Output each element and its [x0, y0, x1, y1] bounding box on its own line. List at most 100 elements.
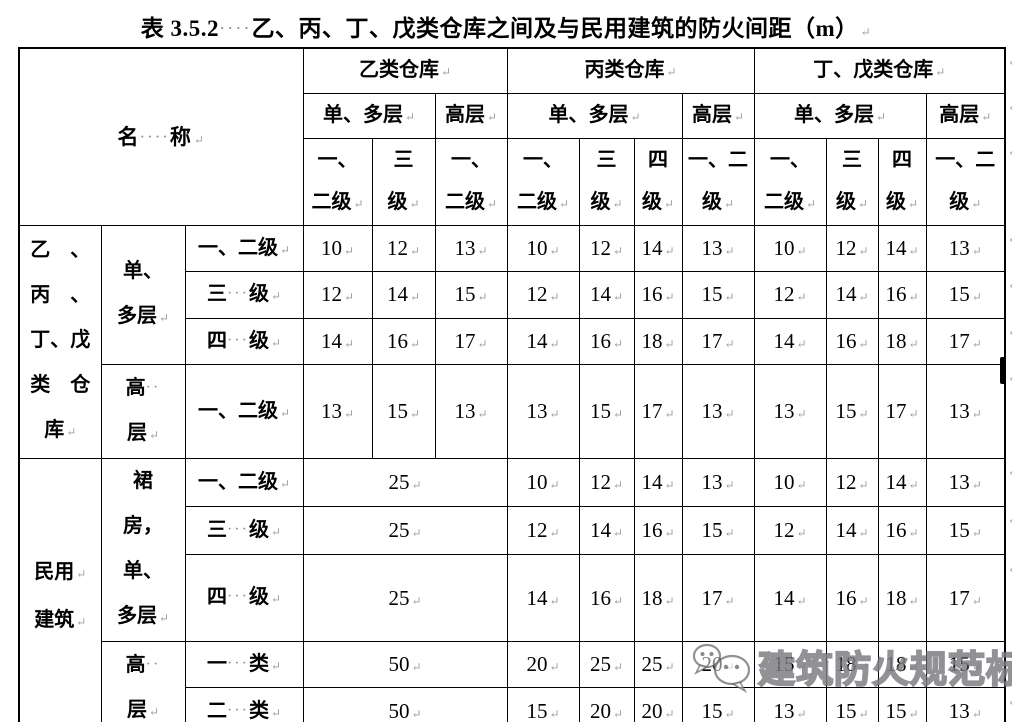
paragraph-mark-icon: ↵ — [477, 243, 488, 258]
paragraph-mark-icon: ↵ — [549, 707, 560, 722]
value-cell: 15 ↵ — [506, 687, 580, 722]
paragraph-mark-icon: ↵ — [279, 405, 291, 420]
merged-value-cell: 50 ↵ — [302, 687, 508, 722]
value-cell: 20 ↵ — [578, 687, 635, 722]
paragraph-mark-icon: ↵ — [981, 110, 992, 124]
paragraph-mark-icon: ↵ — [409, 290, 421, 305]
paragraph-mark-icon: ↵ — [971, 593, 982, 608]
value-cell: 16 ↵ — [877, 270, 927, 319]
paragraph-mark-icon: ↵ — [971, 526, 982, 541]
fire-resistance-grade-header: 一、二级↵ — [753, 137, 827, 226]
paragraph-mark-icon: ↵ — [486, 110, 498, 124]
space-marks: ···· — [139, 126, 170, 146]
value-cell: 15 ↵ — [925, 505, 1006, 556]
paragraph-mark-icon: ↵ — [612, 406, 624, 421]
merged-value-cell: 25 ↵ — [302, 554, 508, 642]
fire-resistance-grade-header: 一、二级↵ — [925, 137, 1006, 226]
paragraph-mark-icon: ↵ — [858, 406, 869, 421]
paragraph-mark-icon: ↵ — [549, 243, 560, 258]
paragraph-mark-icon: ↵ — [858, 593, 869, 608]
fire-resistance-grade-header: 一、二级↵ — [302, 137, 373, 226]
storey-header: 高层 ↵ — [925, 92, 1006, 139]
merged-value-cell: 25 ↵ — [302, 457, 508, 507]
paragraph-mark-icon: ↵ — [724, 336, 735, 351]
paragraph-mark-icon: ↵ — [858, 336, 869, 351]
paragraph-mark-icon: ↵ — [724, 526, 735, 541]
paragraph-mark-icon: ↵ — [796, 593, 807, 608]
paragraph-mark-icon: ↵ — [409, 336, 421, 351]
value-cell: 13 ↵ — [506, 363, 580, 459]
paragraph-mark-icon: ↵ — [971, 290, 982, 305]
paragraph-mark-icon: ↵ — [630, 110, 641, 124]
value-cell: 15 ↵ — [681, 270, 755, 319]
paragraph-mark-icon: ↵ — [486, 196, 498, 211]
paragraph-mark-icon: ↵ — [411, 526, 422, 541]
value-cell: 16 ↵ — [633, 270, 683, 319]
value-cell: 18 ↵ — [825, 640, 879, 689]
paragraph-mark-icon: ↵ — [343, 336, 355, 351]
paragraph-mark-icon: ↵ — [908, 290, 919, 305]
value-cell: 14 ↵ — [825, 270, 879, 319]
fire-resistance-grade-header: 一、二级↵ — [681, 137, 755, 226]
value-cell: 12 ↵ — [302, 270, 373, 319]
fire-resistance-grade-header: 三级 ↵ — [578, 137, 635, 226]
value-cell: 13 ↵ — [925, 687, 1006, 722]
paragraph-mark-icon: ↵ — [971, 478, 982, 493]
paragraph-mark-icon: ↵ — [908, 478, 919, 493]
category-cell: 民用 ↵ 建筑 ↵ — [18, 457, 102, 722]
value-cell: 14 ↵ — [578, 270, 635, 319]
paragraph-mark-icon: ↵ — [724, 660, 735, 675]
paragraph-mark-icon: ↵ — [549, 290, 560, 305]
value-cell: 14 ↵ — [633, 224, 683, 272]
paragraph-mark-icon: ↵ — [612, 593, 624, 608]
value-cell: 17 ↵ — [681, 554, 755, 642]
paragraph-mark-icon: ↵ — [612, 526, 624, 541]
paragraph-mark-icon: ↵ — [971, 336, 982, 351]
value-cell: 15 ↵ — [753, 640, 827, 689]
paragraph-mark-icon: ↵ — [612, 196, 623, 211]
paragraph-mark-icon: ↵ — [558, 196, 570, 211]
merged-value-cell: 25 ↵ — [302, 505, 508, 556]
value-cell: 15 ↵ — [681, 687, 755, 722]
value-cell: 12 ↵ — [371, 224, 436, 272]
storey-header: 单、多层 ↵ — [302, 92, 436, 139]
value-cell: 13 ↵ — [681, 363, 755, 459]
paragraph-mark-icon: ↵ — [971, 406, 982, 421]
value-cell: 20 ↵ — [633, 687, 683, 722]
paragraph-mark-icon: ↵ — [612, 336, 624, 351]
paragraph-mark-icon: ↵ — [411, 660, 422, 675]
fire-resistance-grade-header: 一、二级↵ — [506, 137, 580, 226]
paragraph-mark-icon: ↵ — [1008, 513, 1012, 528]
paragraph-mark-icon: ↵ — [1008, 325, 1012, 340]
grade-cell: 三···级 ↵ — [184, 270, 304, 319]
paragraph-mark-icon: ↵ — [409, 243, 421, 258]
paragraph-mark-icon: ↵ — [279, 476, 291, 491]
paragraph-mark-icon: ↵ — [549, 660, 560, 675]
value-cell: 15 ↵ — [925, 270, 1006, 319]
paragraph-mark-icon: ↵ — [549, 593, 560, 608]
paragraph-mark-icon: ↵ — [411, 593, 422, 608]
value-cell: 13 ↵ — [681, 224, 755, 272]
paragraph-mark-icon: ↵ — [343, 243, 355, 258]
paragraph-mark-icon: ↵ — [805, 196, 817, 211]
value-cell: 12 ↵ — [825, 224, 879, 272]
paragraph-mark-icon: ↵ — [76, 614, 87, 629]
paragraph-mark-icon: ↵ — [549, 336, 560, 351]
value-cell: 18 ↵ — [877, 317, 927, 365]
paragraph-mark-icon: ↵ — [858, 660, 869, 675]
paragraph-mark-icon: ↵ — [858, 526, 869, 541]
paragraph-mark-icon: ↵ — [971, 196, 982, 211]
paragraph-mark-icon: ↵ — [612, 707, 624, 722]
paragraph-mark-icon: ↵ — [270, 289, 282, 303]
paragraph-mark-icon: ↵ — [724, 406, 735, 421]
storey-header: 单、多层 ↵ — [506, 92, 683, 139]
section-cell: 单、 多层 ↵ — [100, 224, 186, 365]
paragraph-mark-icon: ↵ — [733, 110, 745, 124]
paragraph-mark-icon: ↵ — [796, 243, 807, 258]
paragraph-mark-icon: ↵ — [860, 25, 872, 39]
paragraph-mark-icon: ↵ — [666, 65, 677, 80]
value-cell: 16 ↵ — [578, 554, 635, 642]
grade-cell: 四···级 ↵ — [184, 317, 304, 365]
paragraph-mark-icon: ↵ — [1008, 100, 1012, 115]
paragraph-mark-icon: ↵ — [724, 593, 735, 608]
